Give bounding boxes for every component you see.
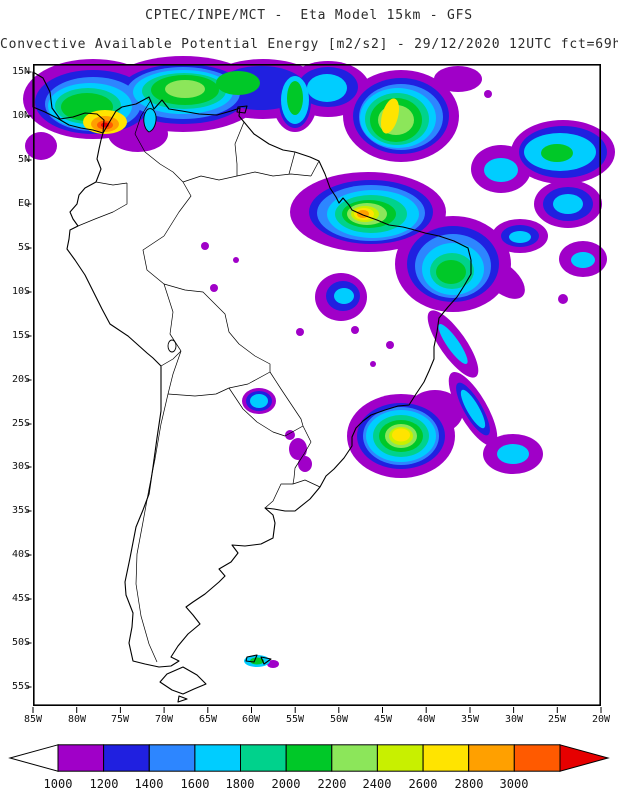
lon-label: 65W: [198, 714, 218, 725]
graticule-ticks: [26, 71, 602, 713]
lake-maracaibo: [143, 108, 157, 133]
lon-label: 80W: [67, 714, 87, 725]
map-title-line2: Convective Available Potential Energy [m…: [0, 37, 618, 52]
lat-label: 15S: [11, 330, 30, 341]
lat-label: EQ: [17, 198, 30, 209]
country-borders: [77, 99, 321, 663]
lat-label: 55S: [11, 681, 30, 692]
colorbar-segment: [103, 744, 150, 772]
colorbar-tick: 1400: [134, 777, 164, 791]
lon-label: 35W: [460, 714, 480, 725]
colorbar-tick: 2200: [317, 777, 347, 791]
colorbar: [8, 744, 610, 772]
colorbar-segment: [422, 744, 470, 772]
colorbar-segment: [376, 744, 424, 772]
lat-label: 15N: [11, 66, 30, 77]
lat-label: 5N: [17, 154, 30, 165]
lat-label: 25S: [11, 418, 30, 429]
lat-label: 30S: [11, 461, 30, 472]
lon-label: 30W: [504, 714, 524, 725]
lat-label: 10S: [11, 286, 30, 297]
lon-label: 40W: [416, 714, 436, 725]
lon-label: 50W: [329, 714, 349, 725]
lon-label: 75W: [110, 714, 130, 725]
colorbar-left-arrow: [8, 744, 59, 772]
colorbar-tick: 2000: [271, 777, 301, 791]
colorbar-segments: [57, 744, 561, 772]
lon-label: 85W: [23, 714, 43, 725]
colorbar-tick: 1800: [225, 777, 255, 791]
colorbar-segment: [468, 744, 515, 772]
lat-label: 10N: [11, 110, 30, 121]
colorbar-segment: [194, 744, 241, 772]
colorbar-tick: 1200: [89, 777, 119, 791]
lon-label: 70W: [154, 714, 174, 725]
lat-label: 40S: [11, 549, 30, 560]
lon-label: 45W: [373, 714, 393, 725]
colorbar-segment: [513, 744, 561, 772]
lon-label: 60W: [241, 714, 261, 725]
lat-label: 5S: [17, 242, 30, 253]
map-canvas: [23, 56, 615, 713]
colorbar-svg: [8, 744, 610, 772]
lat-label: 20S: [11, 374, 30, 385]
colorbar-tick: 2400: [362, 777, 392, 791]
map-title-line1: CPTEC/INPE/MCT - Eta Model 15km - GFS: [145, 8, 473, 23]
colorbar-segment: [331, 744, 378, 772]
colorbar-tick: 1600: [180, 777, 210, 791]
colorbar-tick: 2800: [454, 777, 484, 791]
colorbar-segment: [57, 744, 105, 772]
colorbar-right-arrow: [559, 744, 610, 772]
lat-label: 45S: [11, 593, 30, 604]
lat-label: 35S: [11, 505, 30, 516]
map-border: [33, 64, 602, 707]
south-america-map: [23, 56, 615, 713]
lon-label: 55W: [285, 714, 305, 725]
colorbar-segment: [240, 744, 287, 772]
colorbar-tick: 3000: [499, 777, 529, 791]
lake-titicaca: [167, 339, 177, 353]
colorbar-tick: 1000: [43, 777, 73, 791]
cape-field: [23, 56, 615, 668]
lon-label: 20W: [591, 714, 611, 725]
lon-label: 25W: [547, 714, 567, 725]
colorbar-segment: [148, 744, 196, 772]
lat-label: 50S: [11, 637, 30, 648]
coastline: [32, 71, 472, 703]
colorbar-segment: [285, 744, 333, 772]
colorbar-tick: 2600: [408, 777, 438, 791]
